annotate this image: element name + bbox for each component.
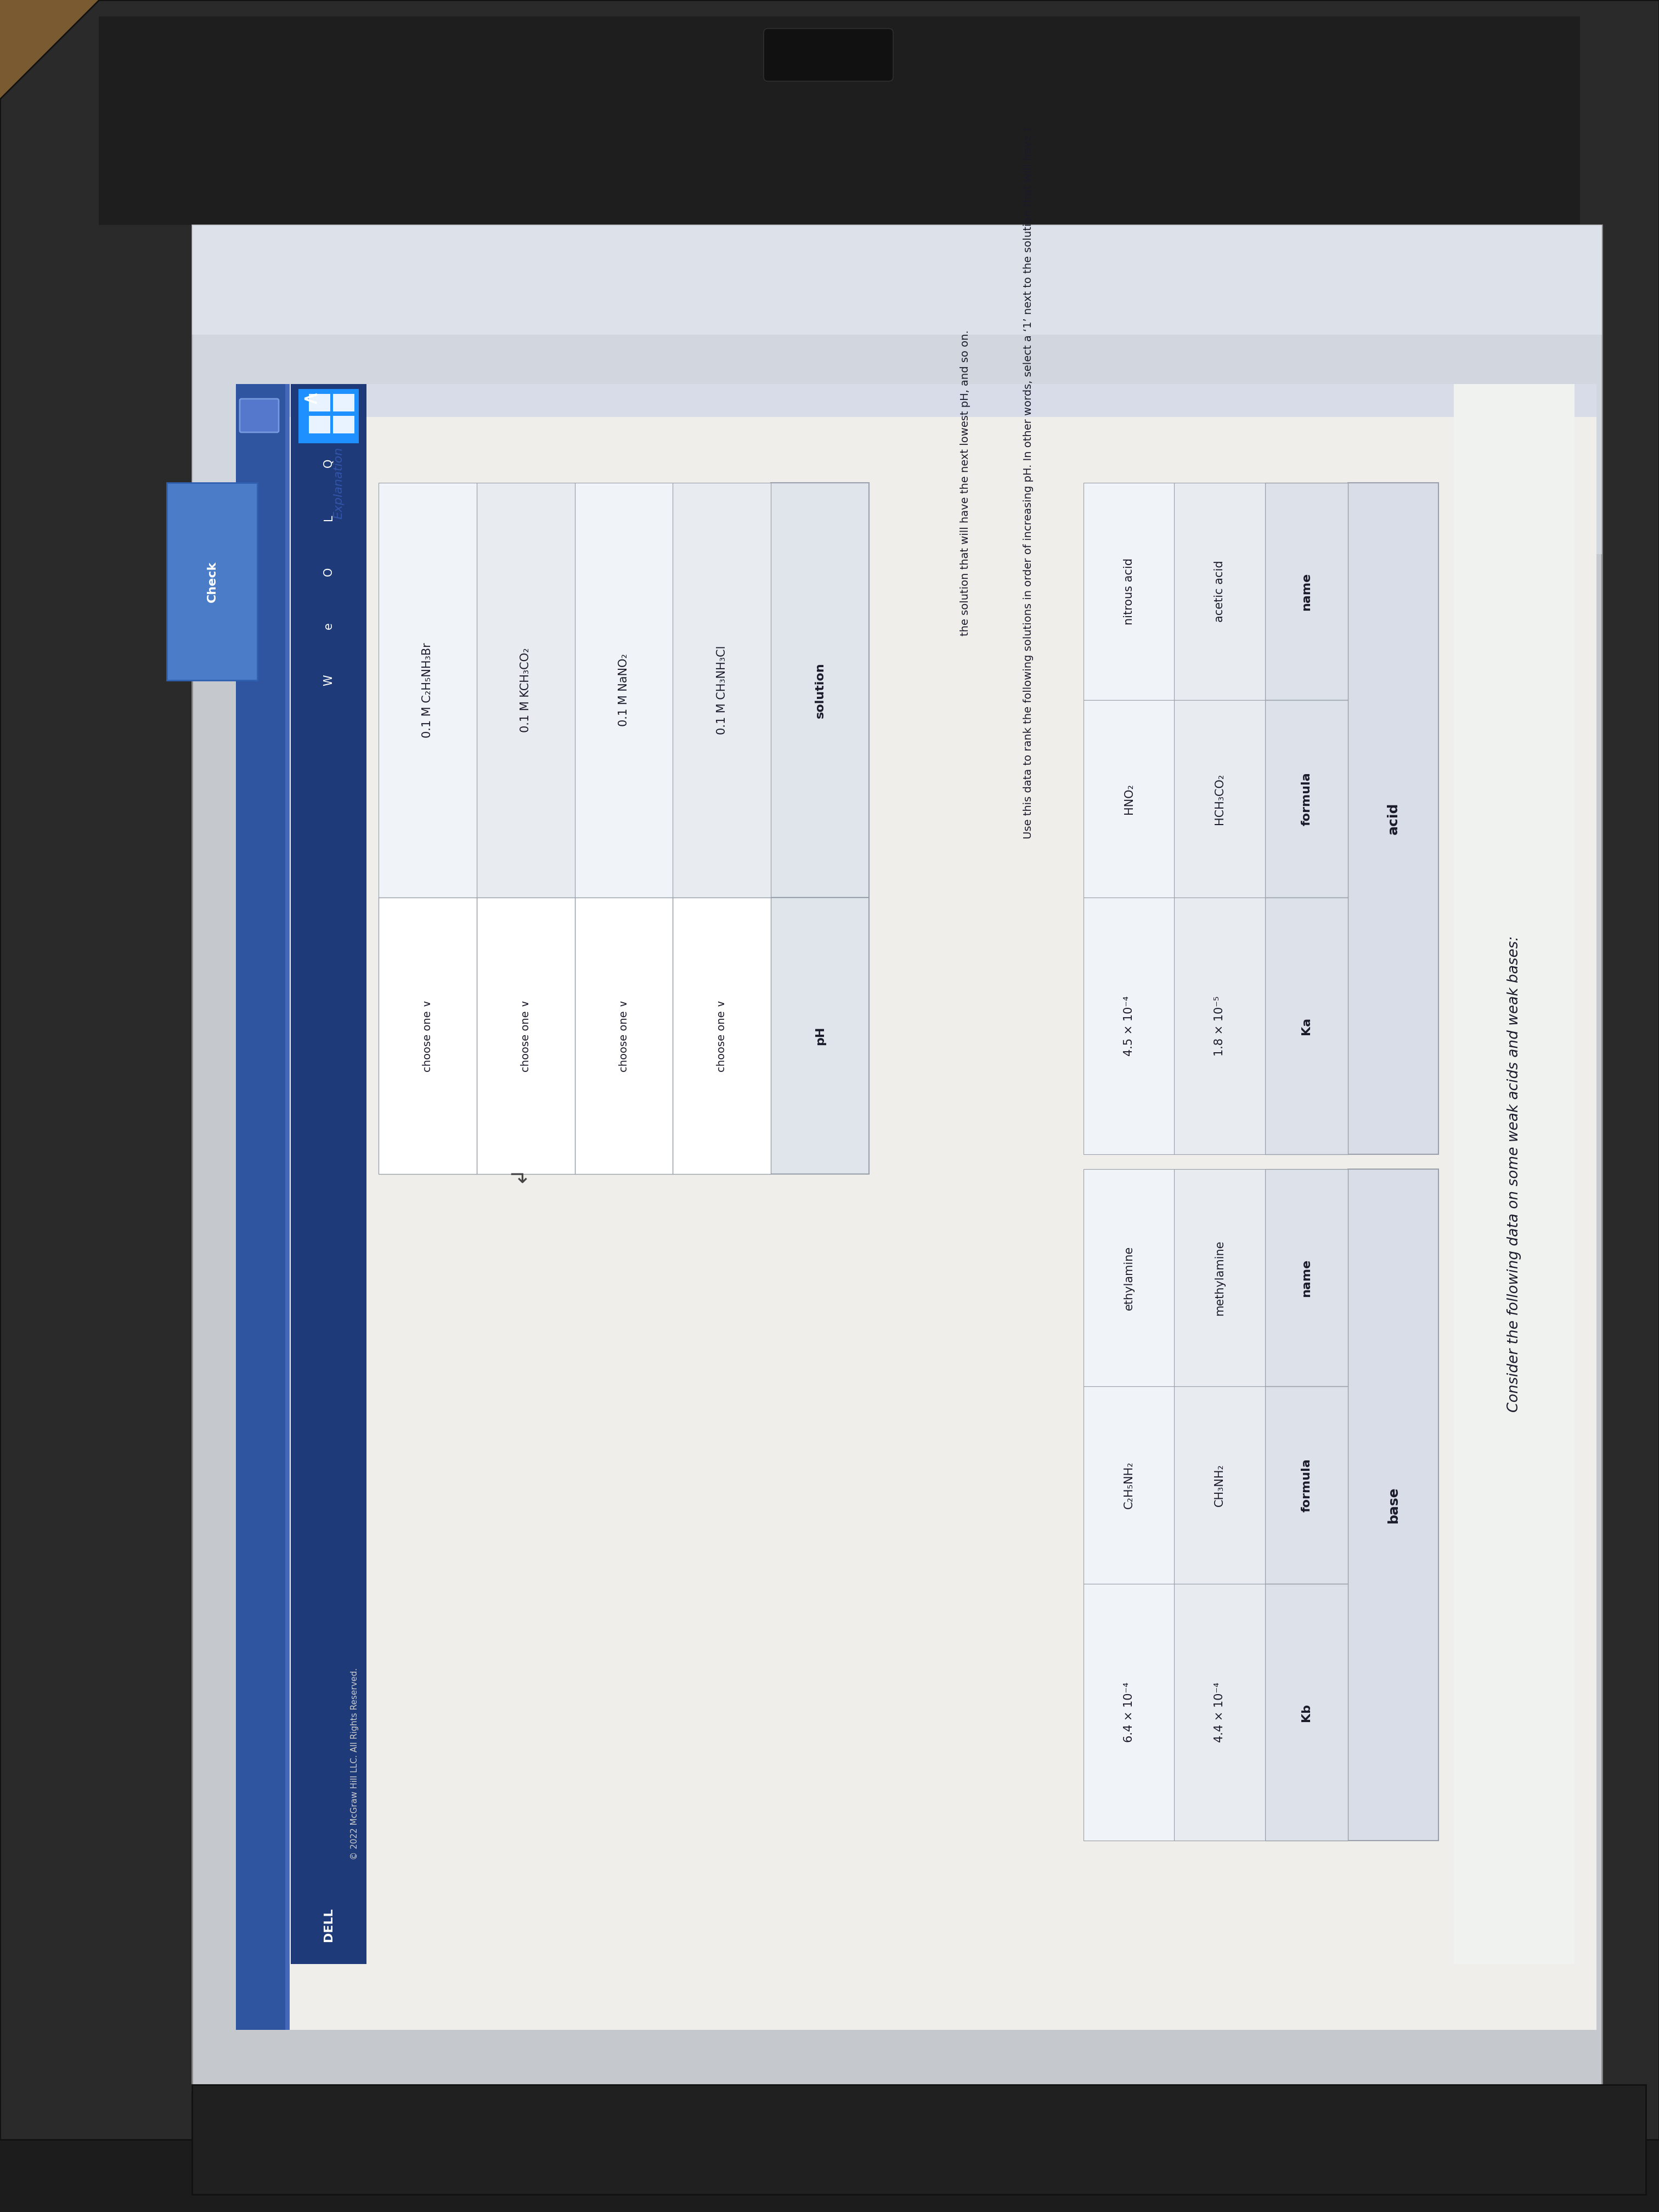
Bar (192, 226, 1603, 334)
Text: 1.8 × 10⁻⁵: 1.8 × 10⁻⁵ (1214, 995, 1224, 1055)
Polygon shape (1175, 1584, 1264, 1840)
Polygon shape (168, 482, 257, 681)
Text: Explanation: Explanation (333, 447, 343, 520)
Bar (0, 0, 1659, 263)
Text: acetic acid: acetic acid (1214, 560, 1224, 622)
Polygon shape (476, 482, 574, 898)
Text: base: base (1387, 1486, 1400, 1524)
Text: acid: acid (1387, 803, 1400, 834)
Text: 0.1 M CH₃NH₃Cl: 0.1 M CH₃NH₃Cl (717, 646, 727, 734)
Polygon shape (309, 416, 330, 434)
Polygon shape (309, 394, 330, 411)
Polygon shape (1175, 699, 1264, 898)
Text: © 2022 McGraw Hill LLC. All Rights Reserved.: © 2022 McGraw Hill LLC. All Rights Reser… (350, 1668, 358, 1860)
Polygon shape (771, 482, 869, 898)
Text: the solution that will have the next lowest pH, and so on.: the solution that will have the next low… (961, 330, 971, 635)
Polygon shape (1264, 898, 1349, 1155)
Polygon shape (1175, 898, 1264, 1155)
Text: ethylamine: ethylamine (1123, 1245, 1135, 1310)
Polygon shape (1349, 1170, 1438, 1840)
FancyBboxPatch shape (763, 29, 893, 82)
Polygon shape (674, 898, 771, 1175)
Text: Consider the following data on some weak acids and weak bases:: Consider the following data on some weak… (1506, 936, 1521, 1411)
Bar (192, 2084, 1646, 2194)
Text: Ka: Ka (1301, 1018, 1312, 1035)
Polygon shape (1264, 482, 1349, 699)
Text: nitrous acid: nitrous acid (1123, 557, 1135, 624)
Text: C₂H₅NH₂: C₂H₅NH₂ (1123, 1462, 1135, 1509)
Bar (0, 0, 1659, 330)
Text: 6.4 × 10⁻⁴: 6.4 × 10⁻⁴ (1123, 1681, 1135, 1743)
Text: name: name (1301, 573, 1312, 611)
Polygon shape (476, 898, 574, 1175)
Text: 4.4 × 10⁻⁴: 4.4 × 10⁻⁴ (1214, 1681, 1224, 1743)
Polygon shape (1349, 482, 1438, 1155)
Polygon shape (771, 898, 869, 1175)
Text: 0.1 M NaNO₂: 0.1 M NaNO₂ (619, 655, 629, 726)
Bar (0, 0, 1659, 111)
Text: choose one ∨: choose one ∨ (423, 1000, 433, 1073)
Polygon shape (1264, 699, 1349, 898)
Polygon shape (1083, 898, 1175, 1155)
Text: <: < (302, 389, 319, 409)
Bar (192, 226, 1603, 553)
Text: Check: Check (207, 562, 217, 602)
Text: methylamine: methylamine (1214, 1241, 1224, 1316)
Polygon shape (1175, 482, 1264, 699)
Text: DELL: DELL (324, 1907, 333, 1942)
Text: formula: formula (1301, 1458, 1312, 1513)
Polygon shape (574, 482, 674, 898)
Polygon shape (299, 389, 358, 442)
Polygon shape (333, 394, 353, 411)
Text: Use this data to rank the following solutions in order of increasing pH. In othe: Use this data to rank the following solu… (1024, 126, 1034, 838)
Polygon shape (1264, 1170, 1349, 1387)
Polygon shape (1083, 699, 1175, 898)
Text: Kb: Kb (1301, 1703, 1312, 1721)
Text: e: e (324, 622, 333, 630)
Bar (236, 385, 1596, 2031)
Polygon shape (0, 0, 1659, 2139)
Bar (290, 385, 1596, 416)
Polygon shape (1264, 1584, 1349, 1840)
Bar (236, 385, 1596, 2031)
Text: L: L (324, 513, 333, 520)
Text: HCH₃CO₂: HCH₃CO₂ (1214, 774, 1224, 825)
Text: choose one ∨: choose one ∨ (717, 1000, 727, 1073)
Text: O: O (324, 566, 333, 575)
Text: name: name (1301, 1259, 1312, 1296)
Text: solution: solution (815, 661, 826, 719)
Bar (285, 385, 290, 2031)
Bar (100, 15, 1579, 226)
FancyBboxPatch shape (241, 398, 279, 431)
Bar (236, 385, 285, 2031)
Polygon shape (1453, 385, 1574, 1964)
Text: pH: pH (815, 1026, 826, 1046)
Polygon shape (378, 482, 476, 898)
Polygon shape (1264, 1387, 1349, 1584)
Text: 4.5 × 10⁻⁴: 4.5 × 10⁻⁴ (1123, 995, 1135, 1055)
Polygon shape (1083, 482, 1175, 699)
Text: choose one ∨: choose one ∨ (521, 1000, 531, 1073)
Text: Q: Q (324, 458, 333, 467)
Text: HNO₂: HNO₂ (1123, 783, 1135, 814)
Text: formula: formula (1301, 772, 1312, 825)
Polygon shape (1083, 1170, 1175, 1387)
Polygon shape (1083, 1584, 1175, 1840)
Polygon shape (378, 898, 476, 1175)
Bar (192, 226, 1603, 2090)
Text: W: W (324, 675, 333, 686)
Polygon shape (1083, 1387, 1175, 1584)
Text: 0.1 M KCH₃CO₂: 0.1 M KCH₃CO₂ (521, 648, 531, 732)
Text: ↲: ↲ (508, 1166, 528, 1183)
Text: 0.1 M C₂H₅NH₃Br: 0.1 M C₂H₅NH₃Br (421, 641, 433, 739)
Polygon shape (574, 898, 674, 1175)
Text: choose one ∨: choose one ∨ (619, 1000, 629, 1073)
Text: CH₃NH₂: CH₃NH₂ (1214, 1464, 1224, 1506)
Polygon shape (290, 385, 367, 1964)
Polygon shape (1175, 1387, 1264, 1584)
Polygon shape (674, 482, 771, 898)
Polygon shape (333, 416, 353, 434)
Polygon shape (1175, 1170, 1264, 1387)
